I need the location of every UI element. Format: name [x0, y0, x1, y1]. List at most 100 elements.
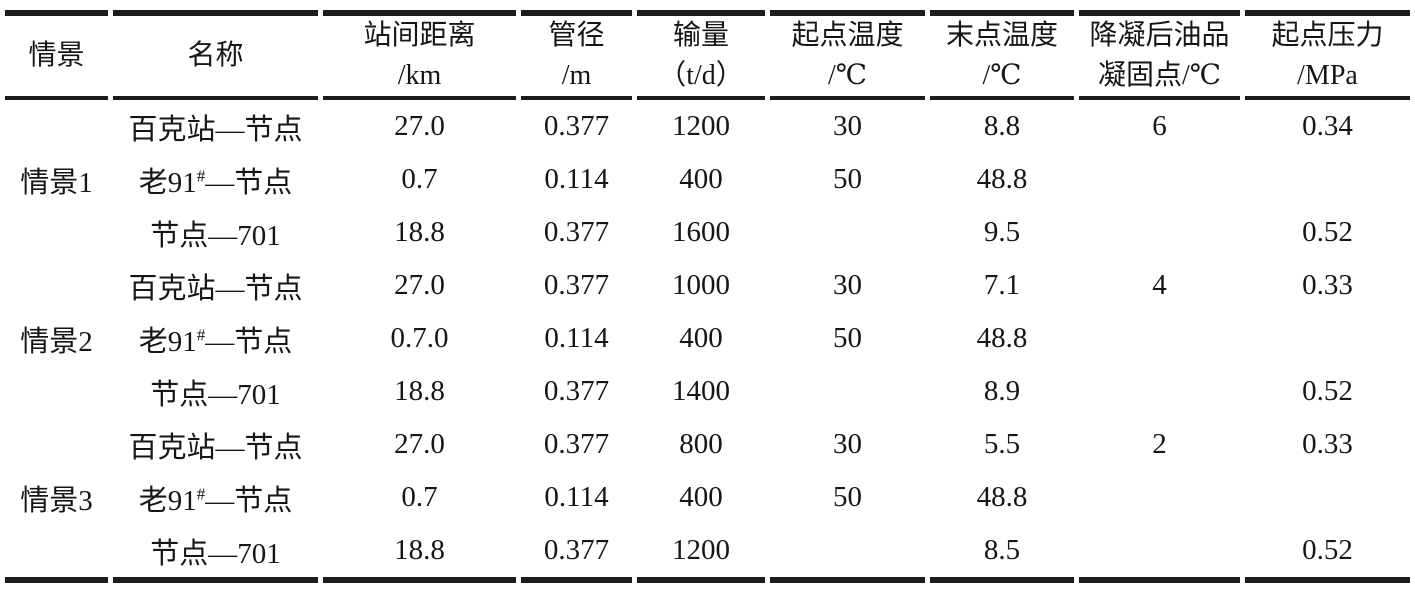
segment-name: 节点—701	[150, 378, 281, 411]
diameter-cell: 0.377	[521, 524, 632, 583]
table-row: 情景2 百克站—节点 27.0 0.377 1000 30 7.1 4 0.33	[5, 259, 1410, 358]
scenario-label: 情景1	[20, 166, 93, 199]
pressure-cell: 0.34	[1302, 110, 1353, 142]
start-temp-cell: 30	[833, 269, 862, 301]
header-line2: 凝固点/℃	[1097, 60, 1222, 91]
header-line1: 起点压力	[1271, 20, 1384, 52]
distance-cell: 0.7.0	[390, 322, 449, 354]
table-row: 老91#—节点 0.7 0.114 400 50 48.8	[5, 153, 1410, 206]
segment-name-cell: 老91#—节点	[113, 312, 318, 365]
table-row: 节点—701 18.8 0.377 1600 9.5 0.52	[5, 206, 1410, 259]
pour-point-cell: 2	[1152, 428, 1167, 460]
pressure-cell: 0.52	[1302, 375, 1353, 407]
column-header-pour-point: 降凝后油品 凝固点/℃	[1079, 10, 1240, 100]
table-row: 老91#—节点 0.7.0 0.114 400 50 48.8	[5, 312, 1410, 365]
segment-name-rest: —节点	[205, 325, 293, 358]
pressure-cell	[1245, 471, 1410, 524]
segment-name: 老91	[138, 484, 197, 517]
pressure-cell: 0.52	[1302, 216, 1353, 248]
header-line1: 降凝后油品	[1089, 20, 1230, 52]
throughput-cell: 1000	[672, 269, 730, 301]
pressure-cell: 0.52	[1245, 524, 1410, 583]
throughput-cell: 400	[679, 163, 723, 195]
table-row: 情景3 百克站—节点 27.0 0.377 800 30 5.5 2 0.33	[5, 418, 1410, 583]
throughput-cell: 800	[679, 428, 723, 460]
segment-name-rest: —节点	[205, 484, 293, 517]
header-line1: 输量	[672, 20, 729, 52]
distance-cell: 18.8	[394, 375, 445, 407]
distance-cell: 0.7	[401, 481, 438, 513]
start-temp-cell: 30	[833, 428, 862, 460]
diameter-cell: 0.377	[543, 216, 610, 248]
hash-superscript: #	[196, 165, 206, 185]
header-line1: 名称	[187, 40, 244, 72]
header-line1: 站间距离	[363, 20, 476, 52]
header-line1: 情景	[28, 40, 85, 72]
segment-name-cell: 老91#—节点	[113, 153, 318, 206]
end-temp-cell: 8.9	[983, 375, 1021, 407]
segment-name-cell: 百克站—节点	[113, 259, 318, 312]
pour-point-cell	[1079, 524, 1240, 583]
table-row: 节点—701 18.8 0.377 1400 8.9 0.52	[5, 365, 1410, 418]
column-header-distance: 站间距离 /km	[323, 10, 516, 100]
scenario-parameters-table: 情景 名称 站间距离 /km 管径 /m 输量 （t/d）	[0, 10, 1415, 583]
diameter-cell: 0.114	[544, 163, 609, 195]
hash-superscript: #	[196, 483, 206, 503]
column-header-end-temp: 末点温度 /℃	[930, 10, 1074, 100]
segment-name: 百克站—节点	[128, 113, 303, 146]
column-header-start-temp: 起点温度 /℃	[770, 10, 925, 100]
diameter-cell: 0.377	[543, 428, 610, 460]
column-header-scenario: 情景	[5, 10, 108, 100]
end-temp-cell: 8.8	[983, 110, 1021, 142]
start-temp-cell: 50	[833, 481, 862, 513]
start-temp-cell	[770, 206, 925, 259]
end-temp-cell: 7.1	[983, 269, 1021, 301]
pour-point-cell	[1079, 206, 1240, 259]
header-line1: 管径	[548, 20, 605, 52]
end-temp-cell: 48.8	[976, 322, 1028, 354]
end-temp-cell: 9.5	[983, 216, 1021, 248]
segment-name-rest: —节点	[205, 166, 293, 199]
table-row: 情景1 百克站—节点 27.0 0.377 1200 30 8.8 6 0.34	[5, 100, 1410, 199]
hash-superscript: #	[196, 324, 206, 344]
header-line1: 起点温度	[791, 20, 904, 52]
start-temp-cell	[770, 524, 925, 583]
pressure-cell	[1245, 153, 1410, 206]
header-line2: /℃	[827, 60, 868, 91]
end-temp-cell: 5.5	[983, 428, 1021, 460]
pressure-cell	[1245, 312, 1410, 365]
pour-point-cell	[1079, 153, 1240, 206]
pour-point-cell: 6	[1152, 110, 1167, 142]
header-line2: （t/d）	[658, 60, 744, 91]
segment-name-cell: 节点—701	[113, 206, 318, 259]
header-line1: 末点温度	[945, 20, 1058, 52]
segment-name-cell: 百克站—节点	[113, 100, 318, 153]
segment-name: 节点—701	[150, 537, 281, 570]
segment-name: 节点—701	[150, 219, 281, 252]
segment-name-cell: 百克站—节点	[113, 418, 318, 471]
segment-name: 老91	[138, 166, 197, 199]
table-row: 老91#—节点 0.7 0.114 400 50 48.8	[5, 471, 1410, 524]
header-line2: /m	[561, 60, 592, 91]
distance-cell: 27.0	[394, 110, 445, 142]
segment-name: 百克站—节点	[128, 272, 303, 305]
throughput-cell: 1200	[672, 110, 730, 142]
throughput-cell: 1400	[672, 375, 730, 407]
segment-name-cell: 节点—701	[113, 365, 318, 418]
table-header: 情景 名称 站间距离 /km 管径 /m 输量 （t/d）	[5, 10, 1410, 100]
distance-cell: 0.7	[401, 163, 438, 195]
pressure-cell: 0.33	[1302, 428, 1353, 460]
distance-cell: 27.0	[394, 269, 445, 301]
pour-point-cell: 4	[1152, 269, 1167, 301]
diameter-cell: 0.114	[544, 322, 609, 354]
throughput-cell: 400	[679, 481, 723, 513]
pour-point-cell	[1079, 312, 1240, 365]
segment-name-cell: 老91#—节点	[113, 471, 318, 524]
scenario-label: 情景2	[20, 325, 93, 358]
column-header-pressure: 起点压力 /MPa	[1245, 10, 1410, 100]
pressure-cell: 0.33	[1302, 269, 1353, 301]
diameter-cell: 0.377	[543, 269, 610, 301]
table-body: 情景1 百克站—节点 27.0 0.377 1200 30 8.8 6 0.34…	[5, 100, 1410, 583]
scenario-label: 情景3	[5, 418, 108, 583]
segment-name-cell: 节点—701	[113, 524, 318, 583]
